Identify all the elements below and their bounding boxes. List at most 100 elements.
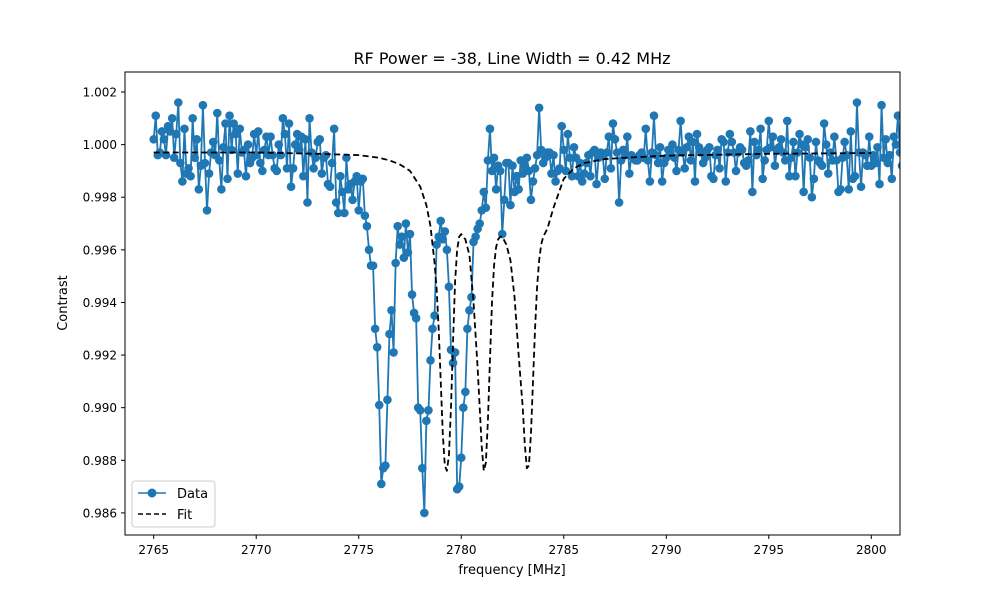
x-tick-label: 2780: [446, 543, 477, 557]
data-point: [381, 461, 390, 470]
data-point: [217, 185, 226, 194]
legend-data-marker: [148, 489, 157, 498]
data-point: [422, 417, 431, 426]
data-point: [225, 111, 234, 120]
x-axis-ticks: 2765 2770 2775 2780 2785 2790 2795 2800: [138, 535, 886, 557]
data-point: [791, 172, 800, 181]
data-point: [758, 175, 767, 184]
data-point: [315, 135, 324, 144]
data-point: [801, 143, 810, 152]
data-point: [359, 175, 368, 184]
data-point: [318, 169, 327, 178]
y-tick-label: 0.988: [83, 454, 117, 468]
data-point: [559, 146, 568, 155]
data-point: [416, 406, 425, 415]
data-point: [463, 324, 472, 333]
chart-title: RF Power = -38, Line Width = 0.42 MHz: [353, 49, 670, 68]
data-point: [709, 175, 718, 184]
data-point: [824, 169, 833, 178]
data-point: [658, 177, 667, 186]
data-point: [301, 135, 310, 144]
data-point: [810, 175, 819, 184]
data-point: [371, 324, 380, 333]
data-point: [615, 198, 624, 207]
data-point: [482, 203, 491, 212]
data-point: [535, 103, 544, 112]
data-point: [377, 480, 386, 489]
data-point: [853, 98, 862, 107]
data-point: [793, 148, 802, 157]
data-point: [387, 306, 396, 315]
data-point: [406, 230, 415, 239]
data-point: [180, 125, 189, 134]
data-point: [486, 125, 495, 134]
data-point: [777, 135, 786, 144]
data-point: [213, 109, 222, 118]
data-point: [760, 156, 769, 165]
data-point: [233, 169, 242, 178]
data-point: [174, 98, 183, 107]
data-point: [578, 177, 587, 186]
legend-fit-label: Fit: [177, 508, 192, 523]
data-point: [375, 401, 384, 410]
x-tick-label: 2770: [241, 543, 272, 557]
data-point: [408, 290, 417, 299]
data-point: [764, 117, 773, 126]
data-point: [151, 111, 160, 120]
data-point: [426, 356, 435, 365]
x-tick-label: 2800: [856, 543, 887, 557]
data-point: [820, 119, 829, 128]
data-point: [311, 153, 320, 162]
plot-area: [125, 72, 931, 535]
data-point: [412, 314, 421, 323]
data-point: [869, 151, 878, 160]
data-point: [361, 211, 370, 220]
data-point: [420, 509, 429, 518]
data-point: [215, 156, 224, 165]
data-point: [680, 164, 689, 173]
data-point: [205, 169, 214, 178]
data-point: [438, 235, 447, 244]
data-point: [715, 164, 724, 173]
data-point: [885, 151, 894, 160]
data-point: [383, 395, 392, 404]
data-point: [726, 130, 735, 139]
data-point: [221, 119, 230, 128]
data-point: [373, 343, 382, 352]
data-point: [303, 198, 312, 207]
data-point: [186, 172, 195, 181]
data-point: [149, 135, 158, 144]
data-point: [888, 175, 897, 184]
data-point: [274, 140, 283, 149]
data-point: [336, 172, 345, 181]
data-point: [881, 135, 890, 144]
y-axis-label: Contrast: [56, 275, 71, 331]
fit-series-line: [154, 153, 872, 471]
data-point: [904, 148, 913, 157]
data-point: [805, 153, 814, 162]
data-point: [846, 127, 855, 136]
data-point: [641, 125, 650, 134]
data-point: [842, 151, 851, 160]
data-point: [391, 259, 400, 268]
data-point: [428, 324, 437, 333]
data-point: [851, 172, 860, 181]
data-point: [779, 148, 788, 157]
y-tick-label: 0.996: [83, 243, 117, 257]
data-point: [570, 143, 579, 152]
data-point: [285, 119, 294, 128]
y-tick-label: 1.002: [83, 85, 117, 99]
data-series-markers: [149, 98, 931, 517]
x-axis-label: frequency [MHz]: [458, 563, 565, 578]
data-point: [309, 164, 318, 173]
y-tick-label: 0.992: [83, 349, 117, 363]
data-point: [529, 177, 538, 186]
data-point: [436, 217, 445, 226]
legend: Data Fit: [132, 481, 215, 527]
data-point: [219, 143, 228, 152]
data-point: [402, 219, 411, 228]
data-point: [756, 125, 765, 134]
data-point: [910, 161, 919, 170]
data-point: [254, 127, 263, 136]
